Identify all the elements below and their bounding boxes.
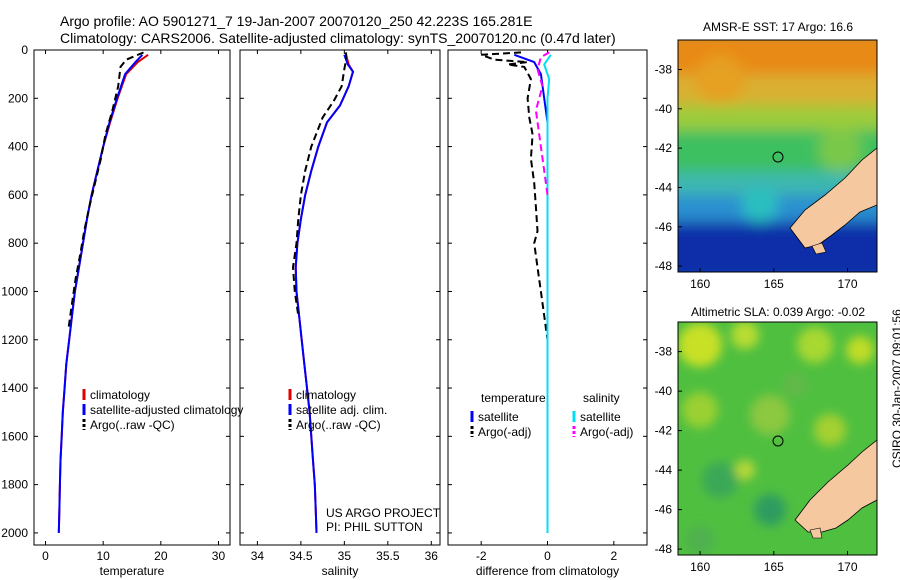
map-y-tick-label: -42 [655,141,673,155]
y-tick-label: 200 [8,91,28,105]
sla-map-axes: 160 165 170 -38 -40 -42 -44 -46 -48 [655,345,858,574]
legend-label: Argo(..raw -QC) [90,418,175,432]
y-tick-label: 0 [21,43,28,57]
sst-map-title: AMSR-E SST: 17 Argo: 16.6 [703,20,853,34]
x-tick-label: -2 [476,549,487,563]
temperature-panel: 0 10 20 30 temperature 0 200 400 600 800 1000 1200 1… [1,43,243,578]
series-line-climatology [57,53,149,533]
map-y-tick-label: -44 [655,180,673,194]
sla-map-title: Altimetric SLA: 0.039 Argo: -0.02 [691,305,865,319]
series-line-temperature-argo-adj- [480,51,549,340]
x-tick-label: 0 [42,549,49,563]
map-x-tick-label: 160 [690,277,710,291]
sst-map-axes: 160 165 170 -38 -40 -42 -44 -46 -48 [655,62,858,291]
x-tick-label: 10 [96,549,110,563]
y-tick-label: 1800 [1,478,28,492]
map-x-tick-label: 165 [764,277,784,291]
legend-label: climatology [90,388,150,402]
map-y-tick-label: -40 [655,384,673,398]
map-y-tick-label: -44 [655,463,673,477]
map-y-tick-label: -38 [655,345,673,359]
x-tick-label: 34.5 [289,549,313,563]
map-y-tick-label: -40 [655,102,673,116]
map-y-tick-label: -48 [655,259,673,273]
header-line-1: Argo profile: AO 5901271_7 19-Jan-2007 2… [60,13,533,29]
map-x-tick-label: 160 [690,560,710,574]
legend-header: temperature [481,391,546,405]
salinity-panel: 34 34.5 35 35.5 36 salinity climatologysatelli… [239,49,441,578]
y-tick-label: 800 [8,236,28,250]
sla-land-shape [794,439,877,533]
x-tick-label: 35 [338,549,352,563]
y-tick-label: 600 [8,188,28,202]
y-tick-label: 1200 [1,333,28,347]
map-x-tick-label: 165 [764,560,784,574]
sla-float-marker [772,435,784,447]
y-tick-label: 1600 [1,429,28,443]
legend-label: satellite [478,410,519,424]
legend-label: climatology [296,388,356,402]
annotation-text: PI: PHIL SUTTON [326,520,423,534]
map-y-tick-label: -42 [655,424,673,438]
x-axis-label: temperature [100,564,165,578]
x-tick-label: 2 [610,549,617,563]
csiro-timestamp: CSIRO 30-Jan-2007 09:01:56 [890,309,900,468]
legend-label: Argo(-adj) [580,425,633,439]
y-tick-label: 1000 [1,284,28,298]
legend-label: Argo(..raw -QC) [296,418,381,432]
x-tick-label: 30 [212,549,226,563]
sla-map [678,322,877,555]
y-tick-label: 400 [8,140,28,154]
map-y-tick-label: -48 [655,542,673,556]
sst-float-marker [772,151,784,163]
x-tick-label: 34 [251,549,265,563]
series-line-temperature-satellite [513,53,549,533]
series-line-climatology [294,54,355,533]
x-axis-label: salinity [322,564,359,578]
sst-map [678,40,877,272]
legend-label: satellite [580,410,621,424]
x-axis-label: difference from climatology [476,564,619,578]
map-x-tick-label: 170 [838,560,858,574]
legend-label: satellite-adjusted climatology [90,403,243,417]
x-tick-label: 35.5 [376,549,400,563]
y-tick-label: 2000 [1,526,28,540]
legend-label: Argo(-adj) [478,425,531,439]
series-line-satellite-adj-clim- [294,54,355,533]
annotation-text: US ARGO PROJECT [326,506,441,520]
series-line-satellite-adjusted-climatology [57,54,144,533]
legend-header: salinity [583,391,620,405]
series-line-salinity-argo-adj- [534,51,550,196]
series-line-argo-raw-qc- [67,51,144,328]
y-tick-label: 1400 [1,381,28,395]
series-line-salinity-satellite [543,54,552,533]
header-line-2: Climatology: CARS2006. Satellite-adjuste… [60,30,616,46]
legend-label: satellite adj. clim. [296,403,387,417]
map-y-tick-label: -46 [655,220,673,234]
map-y-tick-label: -46 [655,503,673,517]
map-y-tick-label: -38 [655,62,673,76]
x-tick-label: 20 [154,549,168,563]
x-tick-label: 36 [425,549,439,563]
map-x-tick-label: 170 [838,277,858,291]
plot-frame [33,49,231,546]
series-line-argo-raw-qc- [291,52,348,316]
plot-frame [239,49,441,546]
x-tick-label: 0 [544,549,551,563]
